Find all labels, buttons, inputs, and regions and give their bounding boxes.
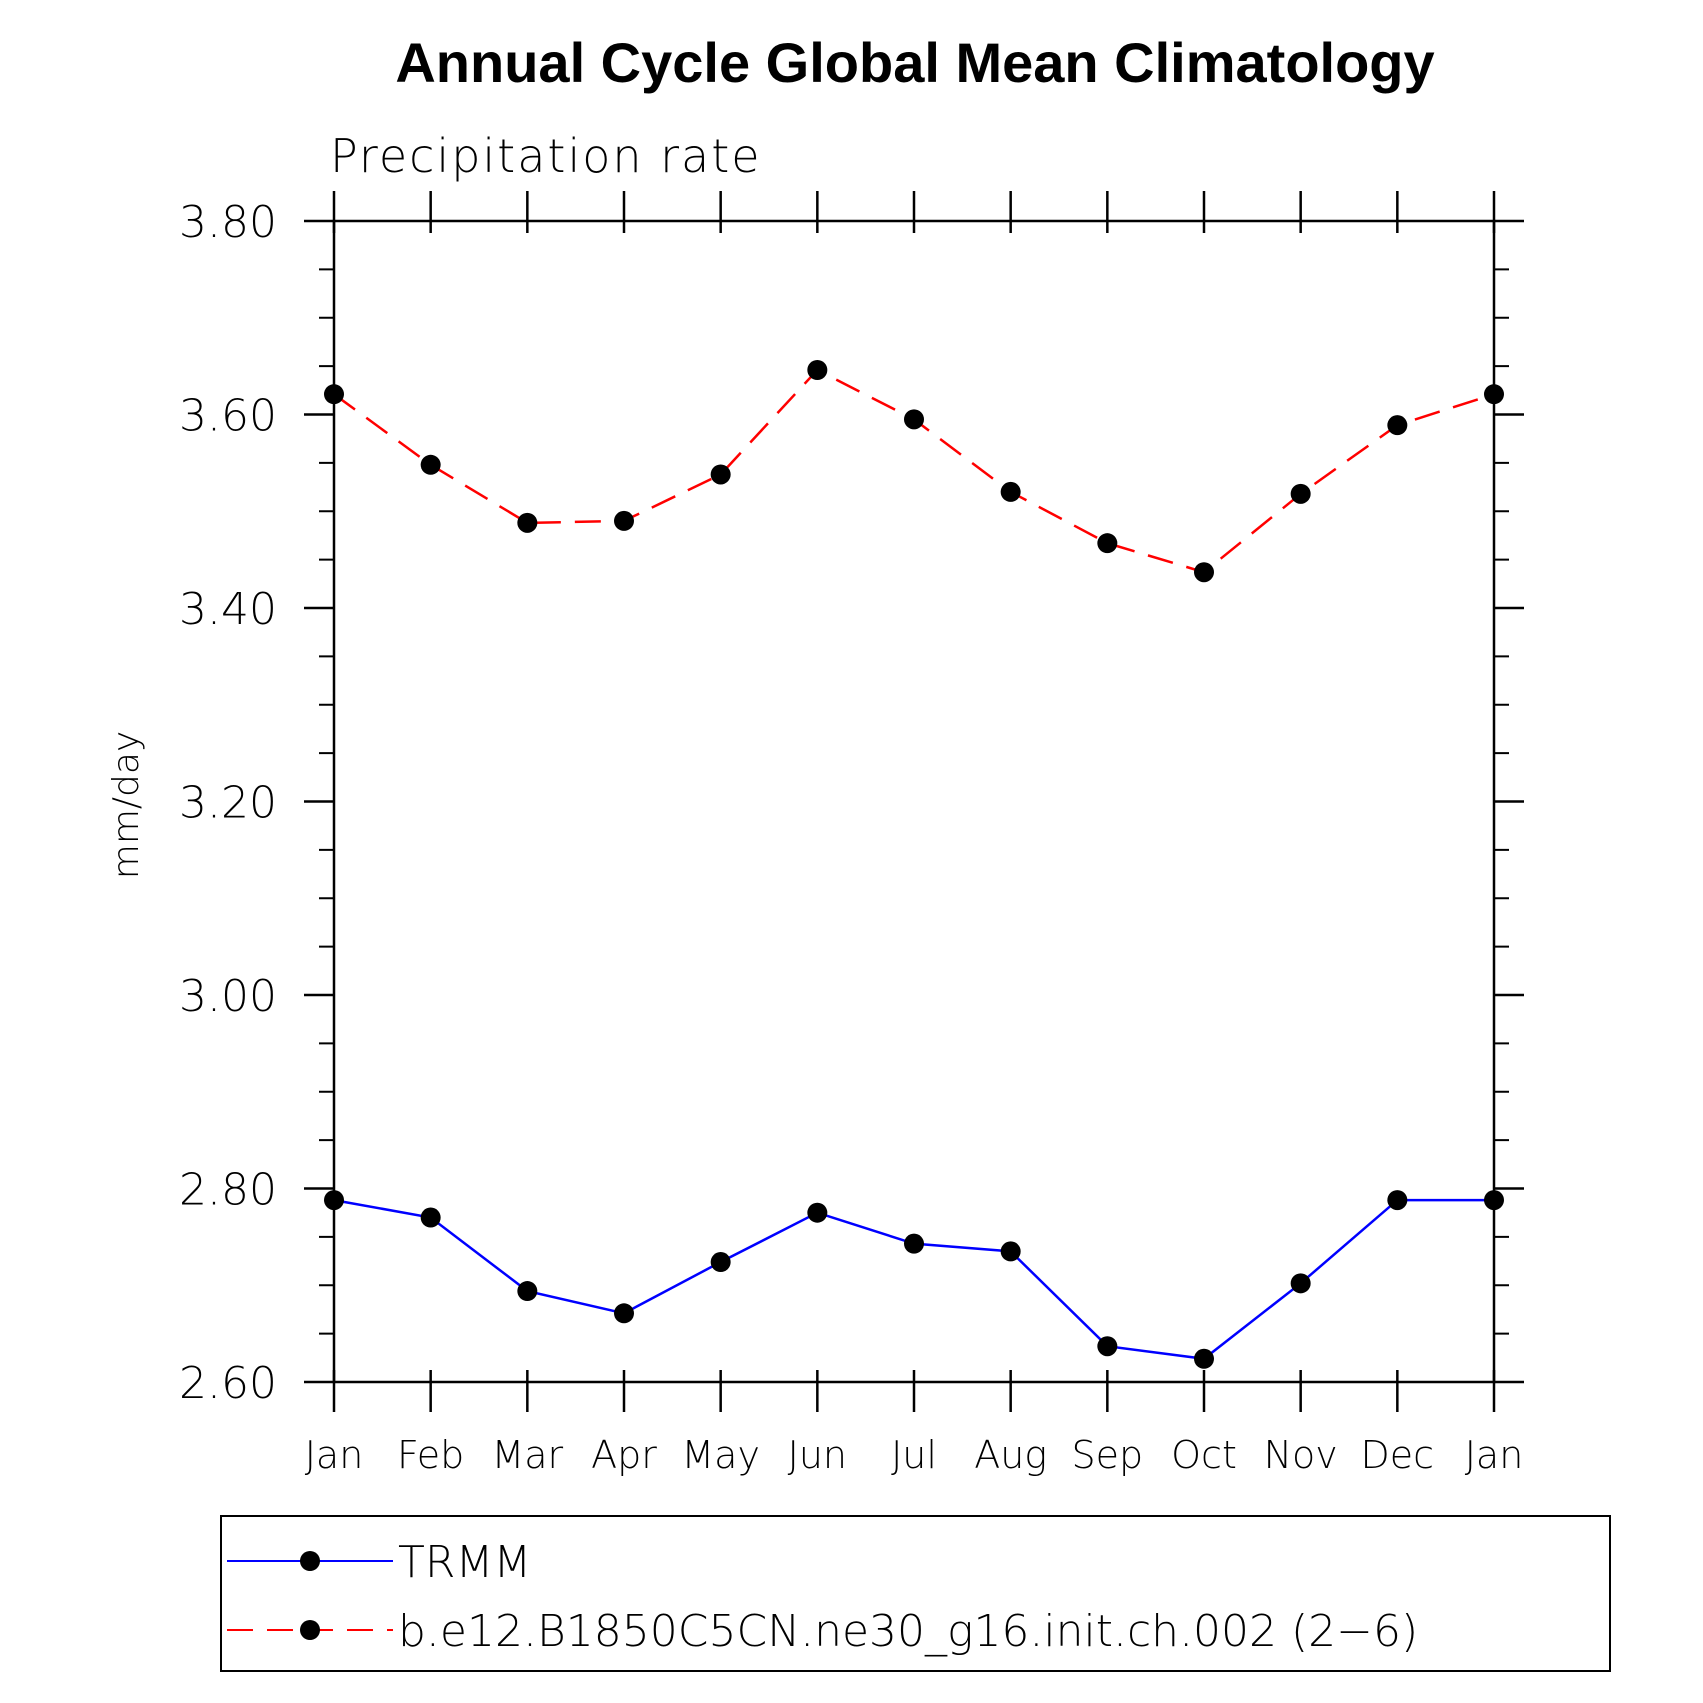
x-tick-label: Apr: [591, 1433, 657, 1477]
chart-title: Annual Cycle Global Mean Climatology: [395, 31, 1434, 94]
y-tick-label: 3.00: [179, 971, 277, 1022]
data-point: [1387, 415, 1408, 436]
x-tick-label: Jan: [305, 1433, 364, 1477]
data-point: [807, 1202, 828, 1223]
x-tick-label: May: [681, 1433, 760, 1477]
data-point: [1097, 533, 1118, 554]
legend-marker-model: [300, 1620, 320, 1640]
y-tick-label: 3.40: [179, 584, 277, 635]
x-tick-label: Nov: [1264, 1433, 1338, 1477]
y-tick-label: 2.80: [179, 1165, 277, 1216]
series-line-0: [333, 1198, 1494, 1361]
plot-frame: [332, 219, 1496, 1384]
data-point: [807, 359, 828, 380]
x-tick-label: Oct: [1171, 1433, 1237, 1477]
data-point: [517, 1281, 538, 1302]
x-tick-label: Jun: [788, 1433, 847, 1477]
x-tick-label: Dec: [1361, 1433, 1435, 1477]
x-tick-label: Aug: [974, 1433, 1047, 1477]
legend-marker-trmm: [300, 1551, 320, 1571]
data-point: [1484, 1190, 1504, 1211]
x-tick-label: Jul: [891, 1433, 937, 1477]
legend-box: [220, 1515, 1611, 1672]
data-point: [904, 409, 924, 430]
x-tick-label: Feb: [397, 1433, 464, 1477]
data-point: [614, 1303, 634, 1324]
y-tick-label: 3.20: [179, 778, 277, 829]
y-tick-label: 3.60: [179, 391, 277, 442]
data-point: [614, 510, 634, 531]
y-axis-label: mm/day: [106, 731, 147, 879]
x-tick-label: Mar: [491, 1433, 563, 1477]
x-tick-label: Sep: [1072, 1433, 1144, 1477]
data-point: [1290, 1273, 1311, 1294]
data-point: [1000, 481, 1021, 502]
data-point: [1290, 483, 1311, 504]
legend-label-model: b.e12.B1850C5CN.ne30_g16.init.ch.002 (2−…: [398, 1606, 1418, 1657]
x-tick-labels: Jan Feb Mar Apr May Jun Jul Aug Sep Oct Nov Dec Jan: [305, 1433, 1524, 1477]
data-point: [1097, 1336, 1118, 1357]
data-point: [420, 454, 441, 475]
data-point: [324, 384, 344, 405]
data-point: [904, 1233, 924, 1254]
data-point: [517, 512, 538, 533]
data-point: [1000, 1241, 1021, 1262]
legend-label-trmm: TRMM: [398, 1537, 531, 1588]
data-point: [1194, 1348, 1214, 1369]
data-point: [1484, 384, 1504, 405]
y-tick-label: 3.80: [179, 197, 277, 248]
x-tick-label: Jan: [1465, 1433, 1524, 1477]
data-point: [324, 1190, 344, 1211]
series-layer: [324, 359, 1504, 1369]
data-point: [710, 1252, 731, 1273]
y-tick-labels: 2.60 2.80 3.00 3.20 3.40 3.60 3.80: [179, 197, 277, 1409]
legend: TRMM b.e12.B1850C5CN.ne30_g16.init.ch.00…: [220, 1515, 1611, 1672]
axis-ticks: [304, 191, 1524, 1412]
chart-subtitle: Precipitation rate: [330, 129, 762, 183]
data-point: [420, 1207, 441, 1228]
series-line-1: [333, 368, 1495, 574]
y-tick-label: 2.60: [179, 1358, 277, 1409]
data-point: [1194, 562, 1214, 583]
data-point: [710, 464, 731, 485]
data-point: [1387, 1190, 1408, 1211]
